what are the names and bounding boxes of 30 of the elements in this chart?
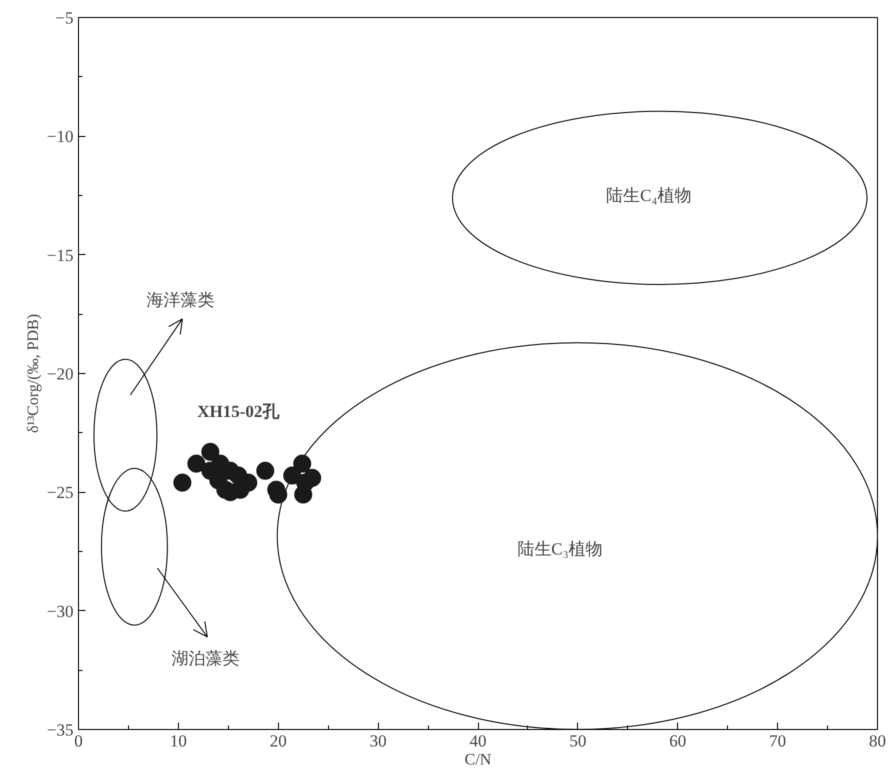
y-tick-label: −10	[46, 127, 74, 146]
y-tick-label: −25	[46, 483, 74, 502]
y-tick-label: −35	[46, 720, 74, 740]
point	[201, 442, 220, 461]
x-tick-label: 80	[869, 732, 886, 750]
x-tick-label: 10	[170, 732, 187, 750]
point	[173, 474, 192, 492]
point	[293, 454, 312, 473]
y-axis-title: δ¹³Corg/(‰, PDB)	[24, 314, 42, 434]
x-tick-label: 20	[270, 732, 287, 750]
x-tick-label: 50	[569, 732, 586, 750]
annotation: 陆生C₄植物	[606, 186, 692, 205]
y-tick-label: −30	[46, 602, 74, 621]
point	[294, 486, 312, 504]
point	[187, 454, 206, 473]
point	[256, 462, 274, 480]
annotation: 湖泊藻类	[171, 648, 240, 668]
annotation: 海洋藻类	[146, 290, 214, 310]
x-tick-label: 40	[470, 732, 486, 750]
point	[303, 468, 322, 487]
x-tick-label: 70	[769, 732, 786, 750]
x-tick-label: 60	[669, 732, 686, 750]
annotation: 陆生C₃植物	[517, 540, 603, 559]
x-tick-label: 30	[370, 732, 387, 750]
x-tick-label: 0	[74, 732, 83, 750]
x-axis-title: C/N	[464, 752, 492, 768]
y-tick-label: −20	[46, 364, 74, 384]
series-label: XH15-02孔	[197, 402, 280, 421]
y-tick-label: −15	[46, 246, 74, 265]
y-tick-label: −5	[55, 8, 74, 28]
